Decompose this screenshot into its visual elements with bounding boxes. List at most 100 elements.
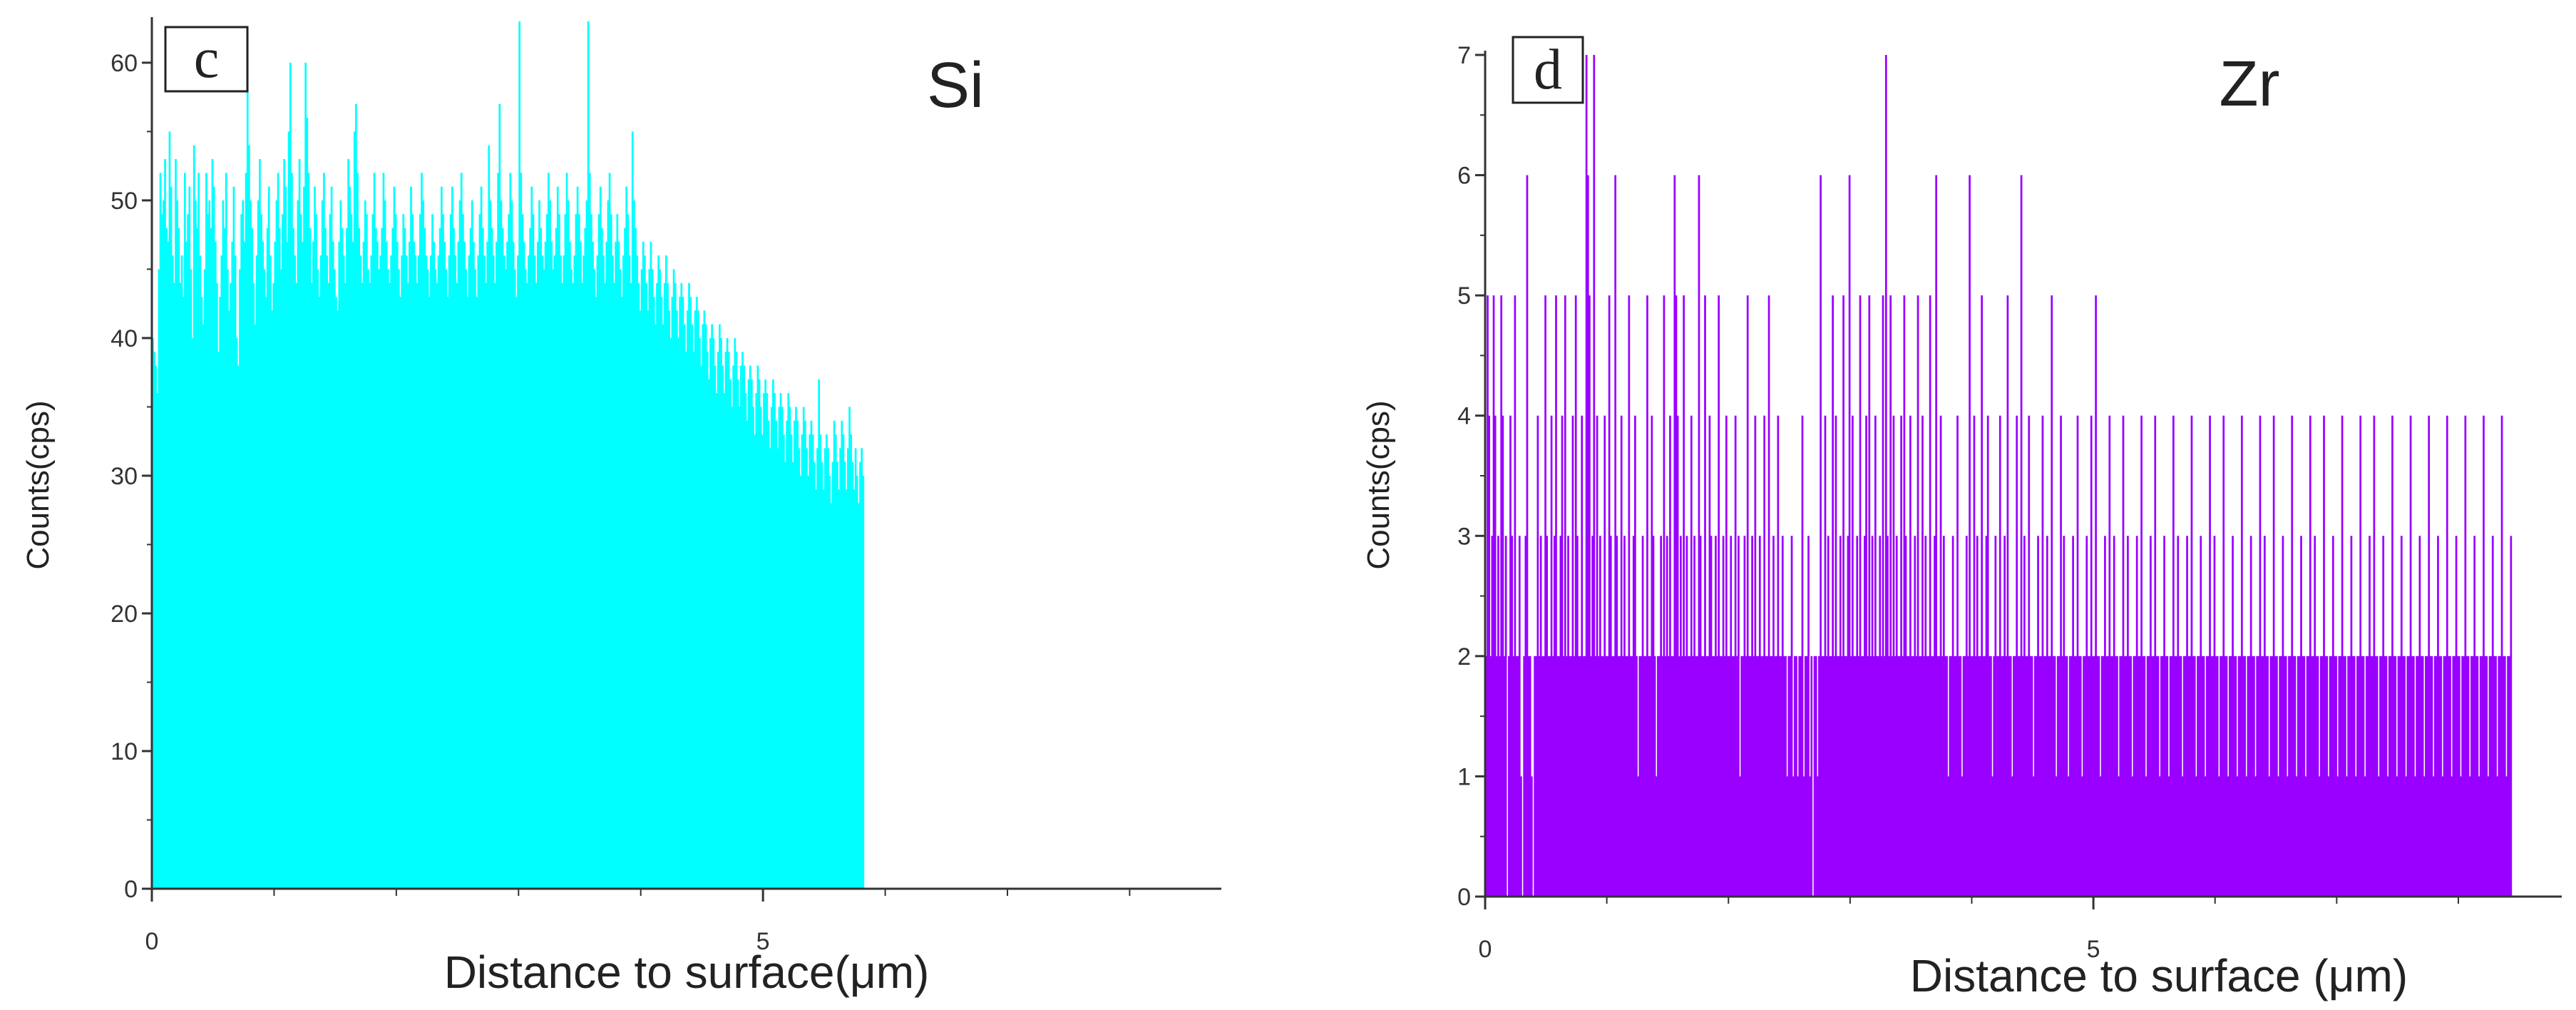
bar <box>163 200 165 889</box>
bar <box>2444 656 2447 897</box>
bar <box>823 448 826 889</box>
bar <box>430 255 432 889</box>
bar <box>708 379 710 889</box>
bar <box>2294 656 2297 897</box>
bar <box>441 186 443 889</box>
bar <box>1895 536 1898 897</box>
bar <box>843 461 846 889</box>
bar <box>2044 656 2047 897</box>
bar <box>1751 536 1753 897</box>
bar <box>627 214 630 889</box>
bar <box>341 228 344 889</box>
bar <box>1526 175 1529 897</box>
bar <box>660 297 663 889</box>
bar <box>2461 656 2463 897</box>
bar <box>366 214 368 889</box>
bar <box>2072 536 2074 897</box>
bar <box>2236 776 2239 897</box>
bar <box>2207 656 2210 897</box>
bar <box>2449 656 2451 897</box>
bar <box>2152 656 2155 897</box>
bar <box>2028 415 2031 897</box>
bar <box>1939 415 1942 897</box>
bar <box>266 228 269 889</box>
bar <box>1904 536 1907 897</box>
bar <box>1511 536 1513 897</box>
bar <box>775 420 778 889</box>
bar <box>156 393 159 889</box>
bar <box>2463 656 2465 897</box>
bar <box>564 214 567 889</box>
bar <box>1998 415 2001 897</box>
bar <box>155 365 158 889</box>
bar <box>593 269 596 889</box>
bar <box>188 186 191 889</box>
bar <box>2414 776 2416 897</box>
bar <box>246 90 249 889</box>
bar <box>2500 415 2503 897</box>
bar <box>1632 536 1635 897</box>
bar <box>355 103 357 889</box>
bar <box>443 241 446 889</box>
bar <box>2326 656 2329 897</box>
bar <box>387 269 389 889</box>
bar <box>182 297 185 889</box>
bar <box>362 241 365 889</box>
bar <box>252 282 255 889</box>
bar <box>2111 656 2114 897</box>
bar <box>1597 656 1600 897</box>
bar <box>1549 656 1551 897</box>
bar <box>1663 295 1666 897</box>
bar <box>2503 656 2506 897</box>
bar <box>515 297 518 889</box>
bar <box>580 241 582 889</box>
bar <box>822 489 825 889</box>
bar <box>1658 656 1661 897</box>
bar <box>168 131 171 889</box>
bar <box>529 228 532 889</box>
bar <box>2249 536 2252 897</box>
bar <box>508 214 510 889</box>
bar <box>1543 656 1545 897</box>
bar <box>2130 656 2133 897</box>
bar <box>212 186 215 889</box>
bar <box>2408 656 2411 897</box>
bar <box>1921 415 1924 897</box>
bar <box>346 228 348 889</box>
bar <box>2376 656 2379 897</box>
bar <box>217 352 220 889</box>
bar <box>714 365 717 889</box>
bar <box>1996 656 1998 897</box>
bar <box>1813 656 1816 897</box>
bar <box>1504 536 1507 897</box>
bar <box>1830 656 1832 897</box>
bar <box>722 365 724 889</box>
bar <box>2046 536 2048 897</box>
bar <box>1953 656 1956 897</box>
bar <box>2232 536 2234 897</box>
bar <box>286 241 289 889</box>
bar <box>303 186 305 889</box>
bar <box>283 159 286 889</box>
bar <box>2036 656 2038 897</box>
bar <box>1593 55 1596 897</box>
bar <box>648 269 651 889</box>
bar <box>636 255 639 889</box>
bar <box>342 255 345 889</box>
bar <box>1692 656 1694 897</box>
bar <box>389 282 391 889</box>
bar <box>1727 656 1729 897</box>
bar <box>1705 656 1708 897</box>
bar <box>382 173 385 889</box>
bar <box>315 214 318 889</box>
bar <box>2364 776 2366 897</box>
bar <box>2116 656 2118 897</box>
bar <box>378 269 380 889</box>
bar <box>1669 415 1671 897</box>
bar <box>2052 656 2055 897</box>
bar <box>310 282 313 889</box>
bar <box>207 214 209 889</box>
bar <box>262 241 265 889</box>
bar <box>2314 536 2316 897</box>
bar <box>165 228 168 889</box>
